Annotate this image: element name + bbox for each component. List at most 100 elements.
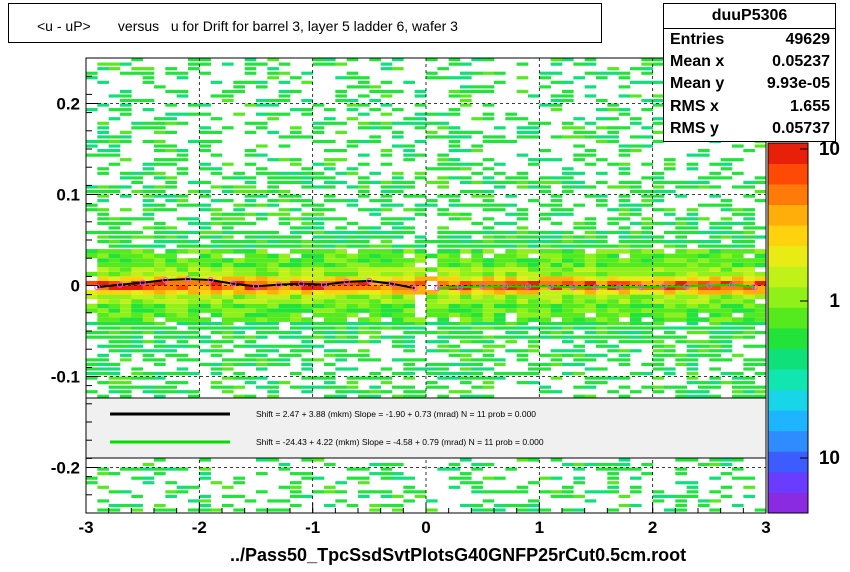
heatmap-cell <box>414 89 427 94</box>
heatmap-cell <box>358 176 370 180</box>
heatmap-cell <box>562 212 574 216</box>
heatmap-cell <box>199 194 211 198</box>
heatmap-cell <box>108 308 121 313</box>
heatmap-cell <box>584 185 597 189</box>
heatmap-cell <box>188 299 200 304</box>
heatmap-cell <box>573 394 585 398</box>
heatmap-cell <box>165 331 177 335</box>
heatmap-cell <box>267 171 279 175</box>
heatmap-cell <box>562 294 574 300</box>
heatmap-cell <box>256 385 268 389</box>
heatmap-cell <box>97 240 109 244</box>
heatmap-cell <box>437 153 449 157</box>
heatmap-cell <box>675 217 687 221</box>
heatmap-cell <box>754 144 767 148</box>
heatmap-cell <box>108 153 121 157</box>
heatmap-cell <box>165 326 177 330</box>
heatmap-cell <box>618 171 631 175</box>
heatmap-cell <box>301 135 313 139</box>
heatmap-cell <box>709 349 721 353</box>
heatmap-cell <box>97 67 109 71</box>
heatmap-cell <box>97 149 109 153</box>
heatmap-cell <box>199 494 211 498</box>
heatmap-cell <box>312 212 325 216</box>
heatmap-cell <box>278 194 291 198</box>
heatmap-cell <box>233 203 245 207</box>
heatmap-cell <box>403 321 415 326</box>
heatmap-cell <box>618 149 631 153</box>
heatmap-cell <box>97 217 109 221</box>
heatmap-cell <box>131 171 143 175</box>
profile-points <box>94 276 758 292</box>
heatmap-cell <box>630 321 642 326</box>
heatmap-cell <box>120 130 132 134</box>
heatmap-cell <box>369 126 381 130</box>
heatmap-cell <box>290 485 302 489</box>
heatmap-cell <box>256 62 268 66</box>
heatmap-cell <box>754 321 767 326</box>
heatmap-cell <box>222 349 234 353</box>
heatmap-cell <box>131 126 143 130</box>
heatmap-cell <box>199 126 211 130</box>
heatmap-cell <box>437 467 449 471</box>
heatmap-cell <box>358 258 370 263</box>
heatmap-cell <box>199 271 211 277</box>
heatmap-cell <box>573 476 585 480</box>
heatmap-cell <box>675 467 687 471</box>
heatmap-cell <box>505 258 517 263</box>
profile-point <box>275 281 282 288</box>
heatmap-cell <box>573 467 585 471</box>
heatmap-cell <box>335 199 347 203</box>
heatmap-cell <box>471 299 483 304</box>
heatmap-cell <box>698 230 710 235</box>
heatmap-cell <box>210 262 223 268</box>
heatmap-cell <box>709 312 721 318</box>
heatmap-cell <box>652 280 665 286</box>
heatmap-cell <box>528 299 540 304</box>
heatmap-cell <box>732 376 744 380</box>
heatmap-cell <box>233 331 245 335</box>
heatmap-cell <box>165 130 177 134</box>
heatmap-cell <box>720 244 733 248</box>
heatmap-cell <box>482 290 495 295</box>
heatmap-cell <box>233 394 245 398</box>
heatmap-cell <box>154 158 166 162</box>
heatmap-cell <box>142 376 155 380</box>
heatmap-cell <box>256 317 268 322</box>
heatmap-cell <box>188 262 200 268</box>
heatmap-cell <box>142 312 155 318</box>
heatmap-cell <box>380 235 393 239</box>
heatmap-cell <box>743 258 755 263</box>
heatmap-cell <box>709 235 721 239</box>
heatmap-cell <box>596 381 608 385</box>
heatmap-cell <box>414 326 427 330</box>
heatmap-cell <box>97 335 109 339</box>
heatmap-cell <box>754 235 767 239</box>
heatmap-cell <box>596 230 608 235</box>
heatmap-cell <box>652 240 665 244</box>
heatmap-cell <box>584 121 597 125</box>
heatmap-cell <box>199 467 211 471</box>
heatmap-cell <box>652 285 665 291</box>
heatmap-cell <box>392 303 404 309</box>
heatmap-cell <box>641 108 653 112</box>
heatmap-cell <box>584 235 597 239</box>
heatmap-cell <box>335 171 347 175</box>
heatmap-cell <box>324 108 336 112</box>
heatmap-cell <box>426 167 438 171</box>
heatmap-cell <box>652 80 665 84</box>
heatmap-cell <box>460 249 472 254</box>
heatmap-cell <box>199 349 211 353</box>
heatmap-cell <box>380 230 393 235</box>
heatmap-cell <box>675 362 687 367</box>
heatmap-cell <box>188 508 200 512</box>
heatmap-cell <box>131 349 143 353</box>
heatmap-cell <box>358 103 370 107</box>
heatmap-cell <box>652 358 665 362</box>
heatmap-cell <box>176 490 189 494</box>
heatmap-cell <box>482 203 495 207</box>
heatmap-cell <box>414 171 427 175</box>
heatmap-cell <box>222 503 234 508</box>
heatmap-cell <box>142 303 155 309</box>
heatmap-cell <box>732 221 744 225</box>
